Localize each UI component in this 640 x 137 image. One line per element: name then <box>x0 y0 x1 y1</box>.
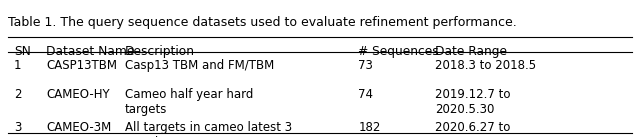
Text: 3: 3 <box>14 121 22 134</box>
Text: 74: 74 <box>358 88 373 101</box>
Text: 182: 182 <box>358 121 381 134</box>
Text: Date Range: Date Range <box>435 45 508 58</box>
Text: Dataset Name: Dataset Name <box>46 45 134 58</box>
Text: Casp13 TBM and FM/TBM: Casp13 TBM and FM/TBM <box>125 59 274 72</box>
Text: 2019.12.7 to
2020.5.30: 2019.12.7 to 2020.5.30 <box>435 88 511 116</box>
Text: 2020.6.27 to
2020.9.19: 2020.6.27 to 2020.9.19 <box>435 121 511 137</box>
Text: 2018.3 to 2018.5: 2018.3 to 2018.5 <box>435 59 536 72</box>
Text: SN: SN <box>14 45 31 58</box>
Text: 73: 73 <box>358 59 373 72</box>
Text: CAMEO-HY: CAMEO-HY <box>46 88 109 101</box>
Text: 2: 2 <box>14 88 22 101</box>
Text: CASP13TBM: CASP13TBM <box>46 59 117 72</box>
Text: 1: 1 <box>14 59 22 72</box>
Text: All targets in cameo latest 3
months: All targets in cameo latest 3 months <box>125 121 292 137</box>
Text: # Sequences: # Sequences <box>358 45 439 58</box>
Text: Description: Description <box>125 45 195 58</box>
Text: Table 1. The query sequence datasets used to evaluate refinement performance.: Table 1. The query sequence datasets use… <box>8 16 516 29</box>
Text: Cameo half year hard
targets: Cameo half year hard targets <box>125 88 253 116</box>
Text: CAMEO-3M: CAMEO-3M <box>46 121 111 134</box>
